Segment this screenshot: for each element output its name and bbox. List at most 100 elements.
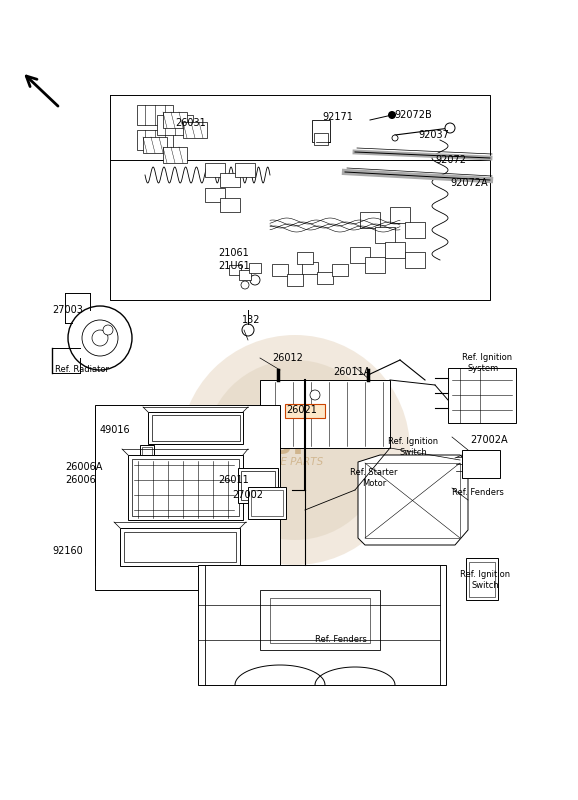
Bar [248,487,286,519]
Circle shape [392,135,398,141]
Circle shape [180,335,410,565]
Bar [140,460,154,472]
Text: Switch: Switch [400,448,428,457]
Bar [317,272,333,284]
Bar [229,265,241,275]
Text: 92072B: 92072B [394,110,432,120]
Text: 27002A: 27002A [470,435,507,445]
Bar [462,450,500,478]
Text: 92160: 92160 [52,546,83,556]
Bar [220,198,240,212]
Bar [142,462,152,470]
Bar [140,445,154,457]
Text: 92037: 92037 [418,130,449,140]
Bar [157,115,193,135]
Text: 21U61: 21U61 [218,261,250,271]
Text: Ref. Radiator: Ref. Radiator [55,365,109,374]
Text: 26006: 26006 [65,475,96,485]
Bar [405,222,425,238]
Text: 27003: 27003 [52,305,83,315]
Bar [132,459,239,516]
Text: 92072: 92072 [435,155,466,165]
Text: Ref. Ignition: Ref. Ignition [462,353,512,362]
Circle shape [103,325,113,335]
Text: Switch: Switch [472,581,500,590]
Bar [148,412,243,444]
Bar [152,415,240,441]
Bar [142,447,152,455]
Circle shape [250,275,260,285]
Text: Ref. Fenders: Ref. Fenders [315,635,367,644]
Bar [220,173,240,187]
Bar [312,120,330,142]
Text: 26031: 26031 [175,118,206,128]
Bar [287,274,303,286]
Circle shape [68,306,132,370]
Bar [272,264,288,276]
Text: 26006A: 26006A [65,462,102,472]
Text: 26012: 26012 [272,353,303,363]
Bar [183,122,207,138]
Bar [466,558,498,600]
Bar [285,404,325,418]
Text: Ref. Starter: Ref. Starter [350,468,398,477]
Polygon shape [358,455,468,545]
Circle shape [310,390,320,400]
Bar [390,207,410,223]
Bar [249,263,261,273]
Bar [302,262,318,274]
Bar [163,147,187,163]
Bar [385,242,405,258]
Circle shape [241,281,249,289]
Bar [163,112,187,128]
Bar [124,532,236,562]
Bar [95,405,280,590]
Text: Ref. Fenders: Ref. Fenders [452,488,504,497]
Text: 26011A: 26011A [333,367,370,377]
Bar [260,380,390,448]
Bar [137,130,173,150]
Bar [260,590,380,650]
Bar [137,105,173,125]
Text: 49016: 49016 [100,425,131,435]
Circle shape [82,320,118,356]
Bar [120,528,240,566]
Bar [297,252,313,264]
Bar [143,137,167,153]
Text: MSP: MSP [240,430,314,459]
Bar [241,471,275,500]
Bar [365,257,385,273]
Bar [128,455,243,520]
Text: 92072A: 92072A [450,178,488,188]
Bar [235,163,255,177]
Bar [360,212,380,228]
Text: System: System [468,364,499,373]
Bar [469,562,495,597]
Bar [205,188,225,202]
Text: 26011: 26011 [218,475,249,485]
Bar [270,598,370,643]
Bar [238,468,278,503]
Text: Ref. Ignition: Ref. Ignition [388,437,438,446]
Bar [332,264,348,276]
Text: Motor: Motor [362,479,386,488]
Text: 27002: 27002 [232,490,263,500]
Circle shape [205,360,385,540]
Bar [251,490,283,516]
Circle shape [242,324,254,336]
Circle shape [92,330,108,346]
Bar [365,463,460,538]
Text: MOTORCYCLE PARTS: MOTORCYCLE PARTS [215,457,323,467]
Bar [239,270,251,280]
Text: 21061: 21061 [218,248,249,258]
Bar [314,133,328,145]
Bar [350,247,370,263]
Text: 132: 132 [242,315,261,325]
Text: 26021: 26021 [286,405,317,415]
Bar [375,227,395,243]
Bar [405,252,425,268]
Circle shape [388,111,396,119]
Text: 92171: 92171 [322,112,353,122]
Bar [205,163,225,177]
Text: Ref. Ignition: Ref. Ignition [460,570,510,579]
